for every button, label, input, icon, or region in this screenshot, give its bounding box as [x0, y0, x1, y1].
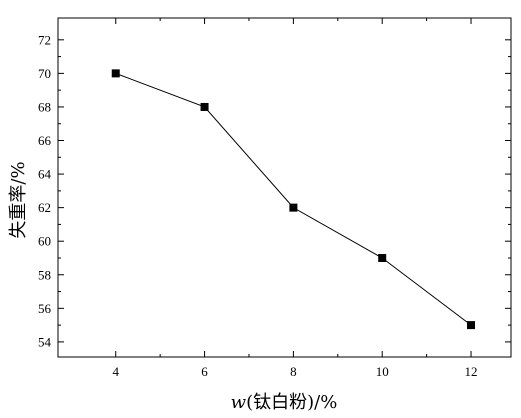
- x-axis-title-text: (钛白粉)/%: [246, 392, 337, 413]
- y-tick-label: 58: [38, 267, 51, 282]
- y-axis-ticks: 54 56 58 60 62 64 66 68 70 72: [38, 32, 511, 349]
- y-tick-label: 70: [38, 66, 51, 81]
- data-point-marker: [111, 69, 120, 78]
- data-point-marker: [467, 321, 476, 330]
- x-tick-label: 12: [465, 364, 478, 379]
- y-tick-label: 66: [38, 133, 52, 148]
- y-tick-label: 62: [38, 200, 51, 215]
- x-tick-label: 8: [290, 364, 297, 379]
- x-axis-title-variable: w: [231, 392, 247, 413]
- y-tick-label: 60: [38, 234, 51, 249]
- series-line: [115, 72, 472, 326]
- x-tick-label: 10: [376, 364, 389, 379]
- data-point-marker: [289, 203, 298, 212]
- x-axis-ticks: 4 6 8 10 12: [112, 18, 478, 379]
- plot-frame: [57, 17, 512, 358]
- x-axis-title: w(钛白粉)/%: [231, 392, 338, 413]
- data-point-marker: [200, 102, 209, 111]
- y-tick-label: 54: [38, 334, 52, 349]
- data-point-marker: [378, 253, 387, 262]
- y-axis-title: 失重率/%: [8, 161, 29, 238]
- y-tick-label: 64: [38, 167, 52, 182]
- x-tick-label: 4: [112, 364, 119, 379]
- data-markers: [111, 69, 476, 330]
- y-tick-label: 68: [38, 99, 51, 114]
- x-tick-label: 6: [201, 364, 208, 379]
- y-tick-label: 56: [38, 301, 52, 316]
- y-tick-label: 72: [38, 32, 51, 47]
